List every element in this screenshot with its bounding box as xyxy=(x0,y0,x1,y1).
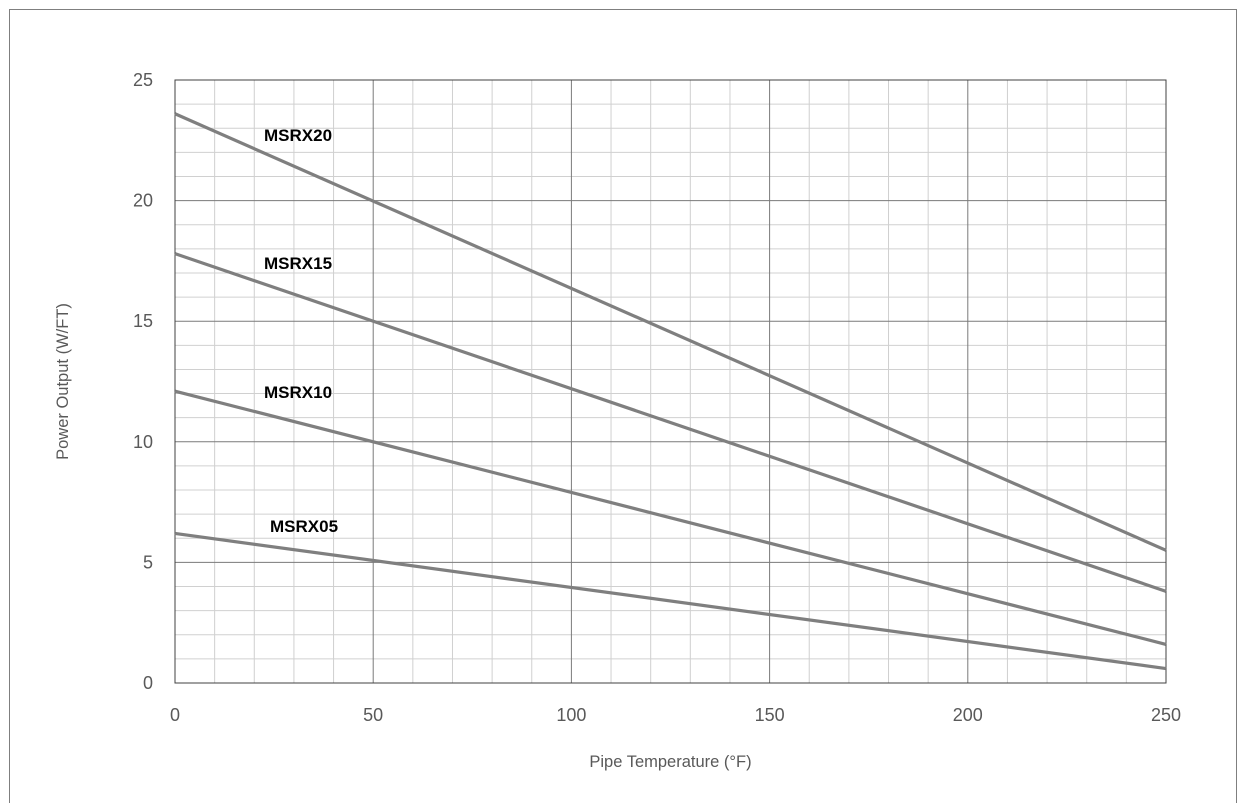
series-lines xyxy=(174,112,1167,671)
series-labels: MSRX20 MSRX15 MSRX10 MSRX05 xyxy=(264,126,338,536)
series-label-msrx05: MSRX05 xyxy=(270,517,338,536)
series-line-msrx10 xyxy=(174,389,1167,646)
series-label-msrx10: MSRX10 xyxy=(264,383,332,402)
y-tick-label: 10 xyxy=(133,432,153,452)
y-tick-label: 5 xyxy=(143,552,153,572)
y-tick-label: 0 xyxy=(143,673,153,693)
x-axis-ticks: 0 50 100 150 200 250 xyxy=(170,705,1181,725)
major-grid xyxy=(174,79,1167,684)
y-tick-label: 25 xyxy=(133,70,153,90)
x-tick-label: 100 xyxy=(556,705,586,725)
y-tick-label: 15 xyxy=(133,311,153,331)
x-tick-label: 200 xyxy=(953,705,983,725)
x-axis-title: Pipe Temperature (°F) xyxy=(589,753,751,771)
series-line-msrx20 xyxy=(174,112,1167,552)
y-tick-label: 20 xyxy=(133,191,153,211)
x-tick-label: 0 xyxy=(170,705,180,725)
x-tick-label: 150 xyxy=(755,705,785,725)
series-label-msrx15: MSRX15 xyxy=(264,254,332,273)
series-line-msrx15 xyxy=(174,252,1167,593)
series-label-msrx20: MSRX20 xyxy=(264,126,332,145)
series-line-msrx05 xyxy=(174,531,1167,671)
x-tick-label: 250 xyxy=(1151,705,1181,725)
x-tick-label: 50 xyxy=(363,705,383,725)
y-axis-title: Power Output (W/FT) xyxy=(54,303,72,460)
y-axis-ticks: 0 5 10 15 20 25 xyxy=(133,70,153,693)
plot-area-border xyxy=(174,79,1167,684)
minor-grid xyxy=(175,80,1166,683)
